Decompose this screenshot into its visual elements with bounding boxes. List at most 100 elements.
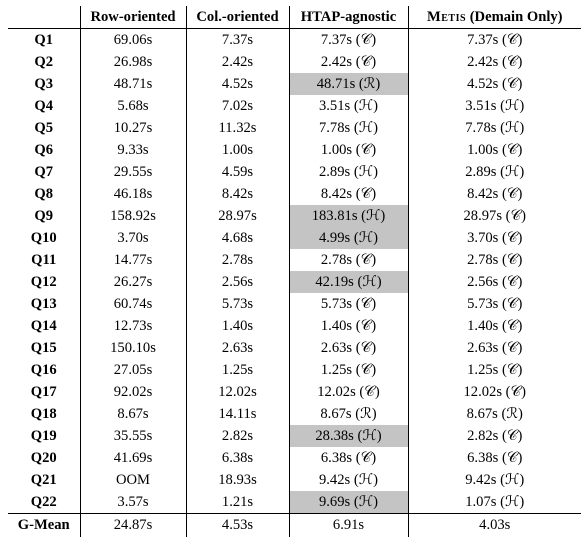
- table-row: Q4 5.68s 7.02s 3.51s (ℋ) 3.51s (ℋ): [8, 95, 581, 117]
- col-oriented-cell: 2.82s: [185, 425, 290, 447]
- htap-agnostic-cell: 7.37s (𝒞): [288, 28, 409, 51]
- row-oriented-cell: 8.67s: [79, 403, 187, 425]
- table-row: Q14 12.73s 1.40s 1.40s (𝒞) 1.40s (𝒞): [8, 315, 581, 337]
- query-label: Q13: [8, 293, 81, 315]
- table-row: Q9 158.92s 28.97s 183.81s (ℋ) 28.97s (𝒞): [8, 205, 581, 227]
- row-oriented-cell: 46.18s: [79, 183, 187, 205]
- table-row: Q13 60.74s 5.73s 5.73s (𝒞) 5.73s (𝒞): [8, 293, 581, 315]
- htap-agnostic-cell: 3.51s (ℋ): [288, 95, 409, 117]
- row-oriented-cell: 29.55s: [79, 161, 187, 183]
- col-oriented-cell: 14.11s: [185, 403, 290, 425]
- metis-value: 2.89s: [465, 164, 497, 180]
- col-oriented-cell: 2.56s: [185, 271, 290, 293]
- metis-layout-mark: (𝒞): [498, 185, 523, 202]
- row-oriented-cell: 3.57s: [79, 491, 187, 514]
- row-oriented-cell: 92.02s: [79, 381, 187, 403]
- htap-layout-mark: (ℋ): [350, 472, 378, 488]
- metis-layout-mark: (ℋ): [496, 472, 525, 488]
- query-label: Q6: [8, 139, 81, 161]
- header-row: Row-oriented Col.-oriented HTAP-agnostic…: [8, 6, 581, 29]
- query-label: Q5: [8, 117, 81, 139]
- table-row: Q11 14.77s 2.78s 2.78s (𝒞) 2.78s (𝒞): [8, 249, 581, 271]
- col-oriented-cell: 1.25s: [185, 359, 290, 381]
- row-oriented-cell: 12.73s: [79, 315, 187, 337]
- metis-value: 6.38s: [467, 449, 499, 466]
- metis-cell: 2.63s (𝒞): [407, 337, 581, 359]
- htap-value: 1.40s: [320, 317, 353, 334]
- htap-agnostic-cell: 48.71s (ℛ): [288, 73, 409, 95]
- htap-value: 42.19s: [315, 274, 354, 290]
- htap-layout-mark: (𝒞): [355, 383, 380, 400]
- col-oriented-cell: 1.00s: [185, 139, 290, 161]
- htap-agnostic-cell: 2.63s (𝒞): [288, 337, 409, 359]
- query-label: Q19: [8, 425, 81, 447]
- gmean-metis: 4.03s: [407, 513, 581, 537]
- query-label: Q3: [8, 73, 81, 95]
- htap-agnostic-cell: 4.99s (ℋ): [288, 227, 409, 249]
- col-oriented-cell: 4.52s: [185, 73, 290, 95]
- metis-cell: 2.78s (𝒞): [407, 249, 581, 271]
- row-oriented-cell: OOM: [79, 469, 187, 491]
- htap-layout-mark: (ℋ): [350, 98, 378, 114]
- row-oriented-cell: 150.10s: [79, 337, 187, 359]
- metis-value: 8.67s: [466, 406, 498, 422]
- htap-agnostic-cell: 9.69s (ℋ): [288, 491, 409, 514]
- htap-agnostic-cell: 28.38s (ℋ): [288, 425, 409, 447]
- metis-value: 8.42s: [467, 185, 499, 202]
- htap-value: 1.00s: [320, 141, 353, 158]
- query-label: Q10: [8, 227, 81, 249]
- gmean-row-oriented: 24.87s: [79, 513, 187, 537]
- table-row: Q21 OOM 18.93s 9.42s (ℋ) 9.42s (ℋ): [8, 469, 581, 491]
- metis-cell: 9.42s (ℋ): [407, 469, 581, 491]
- htap-layout-mark: (ℛ): [355, 76, 381, 92]
- metis-layout-mark: (𝒞): [498, 295, 523, 312]
- header-row-oriented: Row-oriented: [79, 6, 187, 29]
- metis-layout-mark: (ℋ): [496, 494, 525, 510]
- htap-layout-mark: (𝒞): [352, 339, 377, 356]
- col-oriented-cell: 1.40s: [185, 315, 290, 337]
- htap-value: 6.38s: [320, 449, 353, 466]
- query-label: Q15: [8, 337, 81, 359]
- metis-value: 3.51s: [465, 98, 497, 114]
- col-oriented-cell: 18.93s: [185, 469, 290, 491]
- metis-value: 2.63s: [467, 339, 499, 356]
- query-label: Q17: [8, 381, 81, 403]
- htap-agnostic-cell: 183.81s (ℋ): [288, 205, 409, 227]
- htap-agnostic-cell: 1.40s (𝒞): [288, 315, 409, 337]
- col-oriented-cell: 4.59s: [185, 161, 290, 183]
- query-label: Q14: [8, 315, 81, 337]
- htap-layout-mark: (𝒞): [352, 53, 377, 70]
- htap-agnostic-cell: 5.73s (𝒞): [288, 293, 409, 315]
- col-oriented-cell: 2.42s: [185, 51, 290, 73]
- metis-value: 2.56s: [467, 273, 499, 290]
- query-label: Q16: [8, 359, 81, 381]
- table-body: Q1 69.06s 7.37s 7.37s (𝒞) 7.37s (𝒞) Q2 26.98s 2…: [8, 28, 581, 514]
- col-oriented-cell: 5.73s: [185, 293, 290, 315]
- metis-cell: 2.89s (ℋ): [407, 161, 581, 183]
- table-row: Q15 150.10s 2.63s 2.63s (𝒞) 2.63s (𝒞): [8, 337, 581, 359]
- htap-layout-mark: (𝒞): [352, 317, 377, 334]
- metis-layout-mark: (𝒞): [498, 31, 523, 48]
- metis-value: 2.82s: [467, 427, 499, 444]
- metis-layout-mark: (ℋ): [496, 164, 525, 180]
- metis-name: Metis: [426, 8, 467, 25]
- htap-agnostic-cell: 7.78s (ℋ): [288, 117, 409, 139]
- metis-layout-mark: (𝒞): [502, 207, 527, 224]
- row-oriented-cell: 26.98s: [79, 51, 187, 73]
- gmean-htap-agnostic: 6.91s: [288, 513, 409, 537]
- htap-value: 9.42s: [318, 472, 351, 488]
- htap-value: 4.99s: [318, 230, 351, 246]
- table-row: Q17 92.02s 12.02s 12.02s (𝒞) 12.02s (𝒞): [8, 381, 581, 403]
- row-oriented-cell: 10.27s: [79, 117, 187, 139]
- metis-value: 2.42s: [467, 53, 499, 70]
- metis-value: 7.37s: [467, 31, 499, 48]
- htap-value: 5.73s: [320, 295, 353, 312]
- metis-cell: 3.51s (ℋ): [407, 95, 581, 117]
- metis-layout-mark: (ℛ): [497, 406, 523, 422]
- metis-cell: 7.78s (ℋ): [407, 117, 581, 139]
- table-row: Q19 35.55s 2.82s 28.38s (ℋ) 2.82s (𝒞): [8, 425, 581, 447]
- row-oriented-cell: 48.71s: [79, 73, 187, 95]
- col-oriented-cell: 1.21s: [185, 491, 290, 514]
- query-label: Q4: [8, 95, 81, 117]
- table-row: Q3 48.71s 4.52s 48.71s (ℛ) 4.52s (𝒞): [8, 73, 581, 95]
